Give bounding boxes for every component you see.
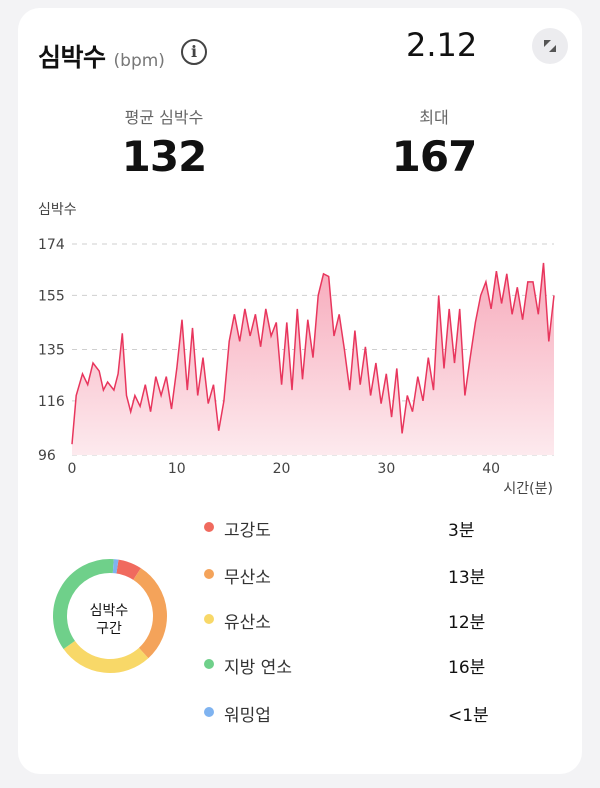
legend-item-aerobic: 유산소 12분: [204, 606, 504, 633]
legend-item-anaerobic: 무산소 13분: [204, 561, 504, 588]
expand-icon: [544, 40, 556, 52]
x-tick-label: 30: [377, 461, 395, 477]
max-label: 최대: [419, 108, 449, 127]
zone-dot: [204, 659, 214, 669]
expand-button[interactable]: [532, 28, 568, 64]
heart-rate-area: [72, 262, 554, 455]
max-heart-rate: 최대 167: [354, 104, 514, 181]
x-tick-label: 40: [482, 461, 500, 477]
zone-dot: [204, 614, 214, 624]
zone-dot: [204, 707, 214, 717]
zone-donut-chart: [53, 559, 167, 673]
x-tick-label: 0: [68, 461, 77, 477]
y-tick-label: 116: [38, 394, 65, 410]
y-tick-label: 96: [38, 448, 56, 464]
zone-name: 워밍업: [224, 706, 271, 726]
page-title: 심박수: [38, 43, 106, 72]
avg-value: 132: [121, 132, 208, 181]
zone-name: 고강도: [224, 521, 271, 541]
donut-segment: [116, 559, 141, 581]
y-axis-label: 심박수: [38, 202, 77, 218]
legend-item-warmup: 워밍업 <1분: [204, 699, 504, 726]
unit-label: (bpm): [113, 51, 165, 71]
donut-center-label: 심박수 구간: [74, 602, 144, 638]
legend-item-high-intensity: 고강도 3분: [204, 514, 504, 541]
donut-segment: [133, 568, 167, 659]
heart-rate-chart: 심박수 96 116 135 155 174 0 10 20 30 40 시간(분): [38, 202, 555, 497]
y-tick-label: 135: [38, 343, 65, 359]
donut-segment: [63, 640, 149, 673]
title-row: 심박수 (bpm): [38, 38, 165, 74]
heart-rate-line: [71, 262, 555, 445]
avg-label: 평균 심박수: [124, 108, 204, 127]
zone-value: 3분: [448, 521, 475, 541]
x-axis-label: 시간(분): [503, 481, 553, 497]
zone-name: 지방 연소: [224, 658, 292, 678]
zone-value: <1분: [448, 706, 489, 726]
avg-heart-rate: 평균 심박수 132: [84, 104, 244, 181]
y-tick-label: 174: [38, 237, 65, 253]
date-label: 2.12: [406, 26, 478, 64]
zone-dot: [204, 569, 214, 579]
legend-item-fat-burn: 지방 연소 16분: [204, 651, 504, 678]
zone-name: 무산소: [224, 568, 271, 588]
donut-segment: [53, 559, 114, 650]
zone-value: 13분: [448, 568, 486, 588]
heart-rate-card: 심박수 (bpm) i 2.12 평균 심박수 132 최대 167 심박수 9…: [18, 8, 582, 774]
x-tick-label: 10: [168, 461, 186, 477]
zone-value: 16분: [448, 658, 486, 678]
y-tick-label: 155: [38, 288, 65, 304]
zone-dot: [204, 522, 214, 532]
info-icon[interactable]: i: [181, 39, 207, 65]
zone-value: 12분: [448, 613, 486, 633]
max-value: 167: [391, 132, 478, 181]
x-tick-label: 20: [273, 461, 291, 477]
donut-label-line2: 구간: [96, 621, 122, 637]
donut-label-line1: 심박수: [89, 603, 129, 619]
zone-name: 유산소: [224, 613, 271, 633]
